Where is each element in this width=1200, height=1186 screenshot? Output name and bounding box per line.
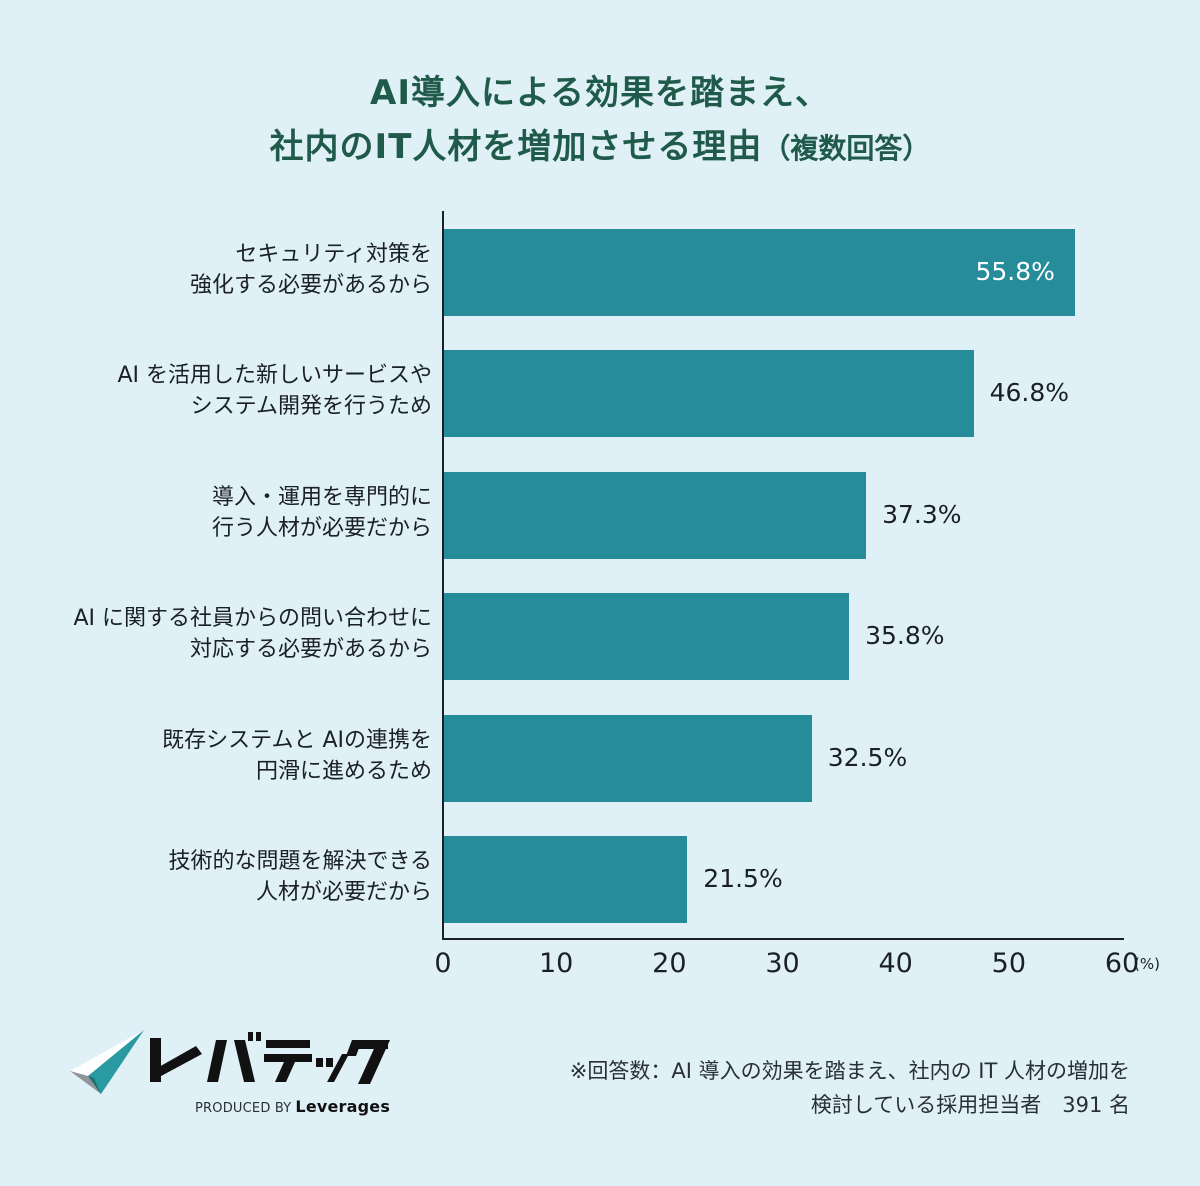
category-label-line-2: 円滑に進めるため <box>255 758 432 784</box>
category-label-line-2: 人材が必要だから <box>255 880 432 905</box>
category-label: AI を活用した新しいサービスやシステム開発を行うため <box>117 360 432 422</box>
category-label: 既存システムと AIの連携を円滑に進めるため <box>162 725 432 787</box>
bar <box>444 593 850 681</box>
category-label-line-1: 導入・運用を専門的に <box>211 484 432 510</box>
chart-title: AI導入による効果を踏まえ、 社内のIT人材を増加させる理由（複数回答） <box>0 66 1200 176</box>
chart-title-line-2: 社内のIT人材を増加させる理由（複数回答） <box>269 127 931 167</box>
category-label-line-2: システム開発を行うため <box>190 394 432 420</box>
x-tick-label: 0 <box>434 948 452 979</box>
x-tick-label: 20 <box>652 948 687 979</box>
category-label-line-1: セキュリティ対策を <box>235 242 432 267</box>
category-label-line-2: 行う人材が必要だから <box>211 515 432 541</box>
bar-row: 技術的な問題を解決できる人材が必要だから 21.5% <box>0 836 1200 923</box>
y-axis-line <box>442 211 444 940</box>
value-label: 37.3% <box>882 499 962 529</box>
value-label: 21.5% <box>703 864 783 893</box>
chart-title-note: （複数回答） <box>762 132 931 165</box>
produced-by-text: PRODUCED BY Leverages <box>195 1097 391 1116</box>
x-tick-label: 10 <box>538 948 574 979</box>
bar <box>444 229 1076 316</box>
category-label-line-2: 強化する必要があるから <box>189 273 432 298</box>
x-tick-label: 60 <box>1104 948 1140 979</box>
x-tick-label: 30 <box>765 948 800 979</box>
bar-chart: セキュリティ対策を強化する必要があるから 55.8% AI を活用した新しいサービス… <box>0 211 1200 979</box>
category-label-line-2: 対応する必要があるから <box>189 637 432 663</box>
category-label-line-1: AI を活用した新しいサービスや <box>117 363 432 389</box>
value-label: 32.5% <box>827 742 908 772</box>
category-label: 導入・運用を専門的に 行う人材が必要だから <box>212 482 432 544</box>
value-label: 35.8% <box>865 621 945 651</box>
bar-row: AI を活用した新しいサービスやシステム開発を行うため 46.8% <box>0 350 1200 438</box>
category-label-line-1: AI に関する社員からの問い合わせに <box>73 606 432 632</box>
chart-title-line-1: AI導入による効果を踏まえ、 <box>370 73 830 113</box>
bar <box>444 471 867 559</box>
brand-logo <box>66 1026 396 1121</box>
x-tick-label: 50 <box>991 948 1027 979</box>
bar-row: 既存システムと AIの連携を円滑に進めるため 32.5% <box>0 714 1200 802</box>
category-label-line-1: 技術的な問題を解決できる <box>168 849 432 874</box>
bar-row: 導入・運用を専門的に 行う人材が必要だから 37.3% <box>0 471 1200 559</box>
bar-row: AI に関する社員からの問い合わせに対応する必要があるから 35.8% <box>0 593 1200 681</box>
bar <box>444 350 974 438</box>
footnote-line-1: ※回答数：AI 導入の効果を踏まえ、社内の IT 人材の増加を <box>569 1059 1130 1083</box>
x-axis-unit: (%) <box>1134 955 1160 973</box>
bar <box>444 714 812 802</box>
wordmark-levatech <box>150 1032 390 1084</box>
category-label: AI に関する社員からの問い合わせに対応する必要があるから <box>73 603 432 665</box>
category-label: セキュリティ対策を強化する必要があるから <box>190 239 432 301</box>
value-label: 55.8% <box>975 257 1055 286</box>
bar-row: セキュリティ対策を強化する必要があるから 55.8% <box>0 229 1200 316</box>
bar <box>444 836 688 923</box>
x-tick-label: 40 <box>878 948 913 979</box>
paper-plane-logo-icon <box>70 1030 390 1094</box>
footnote: ※回答数：AI 導入の効果を踏まえ、社内の IT 人材の増加を 検討している採用… <box>570 1054 1130 1122</box>
category-label: 技術的な問題を解決できる人材が必要だから <box>168 846 432 908</box>
category-label-line-1: 既存システムと AIの連携を <box>162 727 432 753</box>
value-label: 46.8% <box>989 378 1070 408</box>
footnote-line-2: 検討している採用担当者 391 名 <box>810 1093 1130 1117</box>
company-name: Leverages <box>295 1097 391 1116</box>
x-axis-line <box>442 938 1124 940</box>
